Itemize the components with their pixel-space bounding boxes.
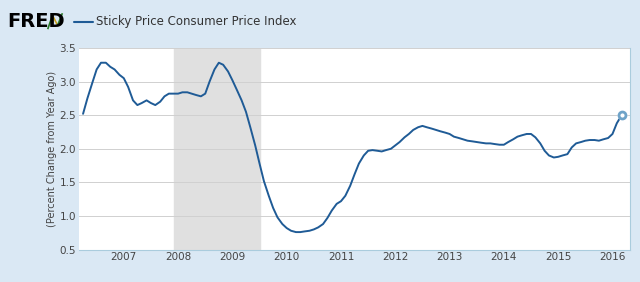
Text: Sticky Price Consumer Price Index: Sticky Price Consumer Price Index xyxy=(96,15,296,28)
Y-axis label: (Percent Change from Year Ago): (Percent Change from Year Ago) xyxy=(47,71,56,227)
Text: FRED: FRED xyxy=(8,12,65,31)
Bar xyxy=(173,48,260,250)
